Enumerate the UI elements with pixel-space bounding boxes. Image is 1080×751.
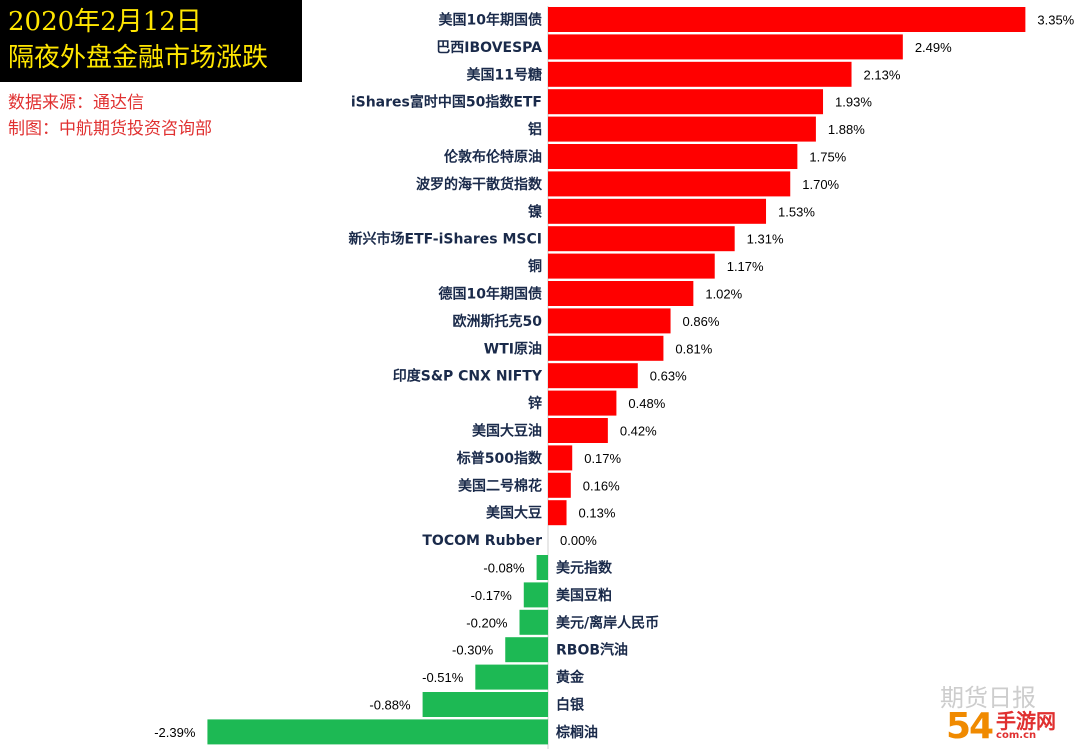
bar	[548, 335, 664, 361]
value-label: 1.88%	[828, 122, 865, 137]
bar	[548, 472, 571, 498]
value-label: 1.02%	[705, 287, 742, 302]
value-label: 0.81%	[675, 341, 712, 356]
category-label: 伦敦布伦特原油	[444, 149, 542, 166]
category-label: WTI原油	[484, 340, 542, 357]
value-label: 0.16%	[583, 478, 620, 493]
watermark-text: 期货日报	[940, 684, 1036, 712]
site-logo-number: 54	[945, 705, 994, 747]
category-label: 欧洲斯托克50	[453, 313, 543, 330]
value-label: 0.42%	[620, 424, 657, 439]
bar	[548, 198, 767, 224]
category-label: 新兴市场ETF-iShares MSCI	[349, 231, 542, 248]
value-label: -0.20%	[466, 615, 508, 630]
data-source-note: 数据来源：通达信	[8, 93, 144, 113]
site-logo-text: 手游网	[996, 709, 1057, 733]
category-label: 镍	[528, 203, 542, 220]
category-label: 美国豆粕	[556, 587, 612, 604]
category-label: 美元指数	[556, 560, 613, 577]
bar	[548, 7, 1026, 32]
value-label: 2.49%	[915, 40, 952, 55]
bar	[523, 582, 548, 608]
value-label: 2.13%	[864, 67, 901, 82]
bar	[548, 89, 824, 115]
category-label: 标普500指数	[456, 450, 543, 467]
value-label: -0.51%	[422, 670, 464, 685]
bar	[548, 500, 567, 526]
category-label: 美国大豆	[486, 505, 542, 522]
category-label: 美国大豆油	[472, 423, 542, 440]
bar	[422, 692, 548, 717]
value-label: 1.17%	[727, 259, 764, 274]
bar	[548, 363, 638, 389]
category-label: 美元/离岸人民币	[556, 614, 659, 631]
bar	[548, 144, 798, 169]
value-label: -2.39%	[154, 725, 196, 740]
bar	[548, 61, 852, 87]
bar	[548, 226, 735, 252]
value-label: 1.93%	[835, 95, 872, 110]
value-label: 0.63%	[650, 369, 687, 384]
category-label: iShares富时中国50指数ETF	[351, 94, 542, 111]
bar	[505, 637, 548, 663]
value-label: 1.70%	[802, 177, 839, 192]
category-label: TOCOM Rubber	[422, 533, 542, 549]
bar	[548, 253, 715, 279]
bar	[548, 34, 903, 60]
category-label: 美国二号棉花	[458, 477, 542, 494]
bar	[548, 171, 791, 197]
value-label: 1.75%	[809, 150, 846, 165]
value-label: 0.13%	[579, 506, 616, 521]
value-label: 1.31%	[747, 232, 784, 247]
title-box: 2020年2月12日 隔夜外盘金融市场涨跌	[0, 0, 302, 82]
bar	[207, 719, 549, 745]
bar	[548, 445, 573, 471]
bar	[548, 390, 617, 416]
value-label: -0.08%	[483, 561, 525, 576]
bar	[536, 555, 548, 580]
category-label: 锌	[528, 395, 542, 412]
category-label: 巴西IBOVESPA	[436, 40, 542, 56]
category-label: 白银	[556, 697, 585, 714]
category-label: 铜	[528, 258, 542, 275]
category-label: 美国10年期国债	[439, 12, 542, 29]
site-logo-domain: com.cn	[996, 730, 1037, 741]
bar	[548, 281, 694, 306]
category-label: 美国11号糖	[467, 66, 542, 83]
value-label: 0.48%	[628, 396, 665, 411]
category-label: 黄金	[556, 669, 585, 686]
chart-maker-note: 制图：中航期货投资咨询部	[8, 119, 212, 139]
category-label: 铝	[528, 121, 542, 138]
title-subject: 隔夜外盘金融市场涨跌	[8, 43, 269, 73]
category-label: RBOB汽油	[556, 642, 628, 659]
value-label: -0.88%	[369, 698, 411, 713]
category-label: 德国10年期国债	[439, 286, 542, 303]
site-logo-mark: 手游网 com.cn	[996, 711, 1056, 741]
value-label: 0.17%	[584, 451, 621, 466]
value-label: 0.86%	[683, 314, 720, 329]
value-label: -0.17%	[471, 588, 513, 603]
bar	[548, 418, 608, 443]
bar	[548, 116, 816, 142]
watermark: 期货日报	[940, 678, 1036, 713]
value-label: 0.00%	[560, 533, 597, 548]
category-label: 印度S&P CNX NIFTY	[393, 368, 543, 385]
bar	[475, 664, 548, 690]
bar	[548, 308, 671, 334]
title-date: 2020年2月12日	[8, 7, 202, 37]
bar	[519, 609, 548, 635]
value-label: 3.35%	[1037, 13, 1074, 28]
category-label: 波罗的海干散货指数	[416, 176, 543, 193]
site-logo: 54 手游网 com.cn	[926, 703, 1076, 749]
value-label: -0.30%	[452, 643, 494, 658]
value-label: 1.53%	[778, 204, 815, 219]
category-label: 棕榈油	[555, 724, 598, 741]
